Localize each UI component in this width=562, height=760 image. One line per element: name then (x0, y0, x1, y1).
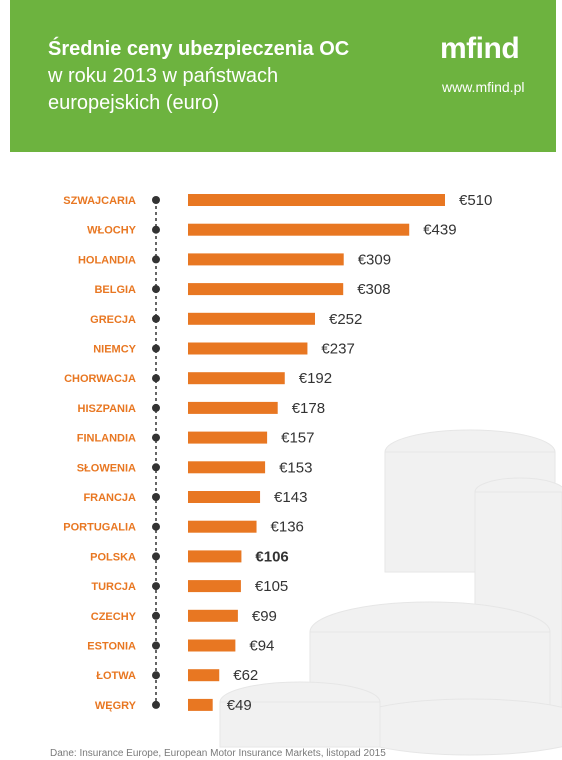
category-label: CHORWACJA (64, 373, 136, 385)
bar (188, 550, 242, 563)
value-label: €153 (279, 459, 312, 476)
category-label: TURCJA (91, 581, 136, 593)
axis-marker-dot (152, 611, 160, 620)
value-label: €309 (358, 251, 391, 268)
axis-marker-dot (152, 522, 160, 531)
axis-marker-dot (152, 552, 160, 561)
axis-marker-dot (152, 463, 160, 472)
category-label: HOLANDIA (78, 254, 136, 266)
category-label: FINLANDIA (77, 433, 136, 445)
bar (188, 461, 266, 474)
category-label: HISZPANIA (78, 403, 137, 415)
value-label: €439 (423, 222, 456, 239)
value-label: €105 (255, 578, 288, 595)
value-label: €178 (292, 400, 325, 417)
title-line-1: Średnie ceny ubezpieczenia OC (48, 38, 350, 60)
axis-marker-dot (152, 403, 160, 412)
value-label: €252 (329, 311, 362, 328)
axis-marker-dot (152, 433, 160, 442)
axis-marker-dot (152, 344, 160, 353)
axis-marker-dot (152, 582, 160, 591)
bar (188, 401, 278, 414)
bar (188, 342, 308, 355)
source-note: Dane: Insurance Europe, European Motor I… (50, 748, 386, 759)
coins-background-image (219, 429, 562, 756)
category-label: GRECJA (90, 314, 136, 326)
category-label: WŁOCHY (87, 225, 137, 237)
bar (188, 194, 445, 206)
category-label: BELGIA (94, 284, 136, 296)
value-label: €192 (299, 370, 332, 387)
value-label: €237 (321, 341, 354, 358)
category-label: ESTONIA (87, 641, 136, 653)
value-label: €62 (233, 667, 258, 684)
axis-marker-dot (152, 196, 160, 204)
category-label: FRANCJA (83, 492, 136, 504)
bar (188, 520, 257, 533)
value-label: €99 (252, 608, 277, 625)
axis-marker-dot (152, 671, 160, 680)
bar (188, 609, 238, 622)
axis-marker-dot (152, 225, 160, 234)
bar-chart: SZWAJCARIA €510 WŁOCHY €439 HOLANDIA €309 BELG… (63, 192, 492, 714)
bar (188, 312, 315, 325)
axis-marker-dot (152, 314, 160, 323)
category-label: ŁOTWA (96, 670, 136, 682)
bar (188, 580, 241, 593)
brand-url: www.mfind.pl (442, 79, 525, 95)
value-label: €106 (255, 548, 288, 565)
axis-marker-dot (152, 285, 160, 294)
bar (188, 698, 213, 711)
chart-title: Średnie ceny ubezpieczenia OC w roku 201… (48, 36, 378, 117)
header-banner: Średnie ceny ubezpieczenia OC w roku 201… (10, 0, 556, 152)
category-label: SZWAJCARIA (63, 195, 136, 207)
axis-marker-dot (152, 493, 160, 501)
category-label: SŁOWENIA (77, 462, 136, 474)
value-label: €49 (227, 697, 252, 714)
bar (188, 372, 285, 385)
bar (188, 491, 261, 503)
value-label: €157 (281, 430, 314, 447)
category-label: POLSKA (90, 551, 136, 563)
value-label: €510 (459, 192, 492, 209)
brand-logo: mfind (440, 32, 520, 65)
value-label: €308 (357, 281, 390, 298)
axis-marker-dot (152, 374, 160, 383)
title-line-2: w roku 2013 w państwach (48, 65, 279, 87)
bar (188, 431, 268, 444)
category-label: WĘGRY (95, 700, 137, 712)
bar (188, 283, 344, 296)
bar (188, 253, 344, 266)
category-label: PORTUGALIA (63, 522, 136, 534)
value-label: €94 (249, 638, 274, 655)
axis-marker-dot (152, 255, 160, 264)
category-label: CZECHY (91, 611, 137, 623)
axis-marker-dot (152, 700, 160, 709)
bar (188, 223, 410, 236)
bar (188, 669, 220, 682)
axis-marker-dot (152, 641, 160, 650)
category-label: NIEMCY (93, 344, 136, 356)
title-line-3: europejskich (euro) (48, 92, 220, 114)
bar (188, 639, 236, 652)
value-label: €136 (271, 519, 304, 536)
value-label: €143 (274, 489, 307, 506)
